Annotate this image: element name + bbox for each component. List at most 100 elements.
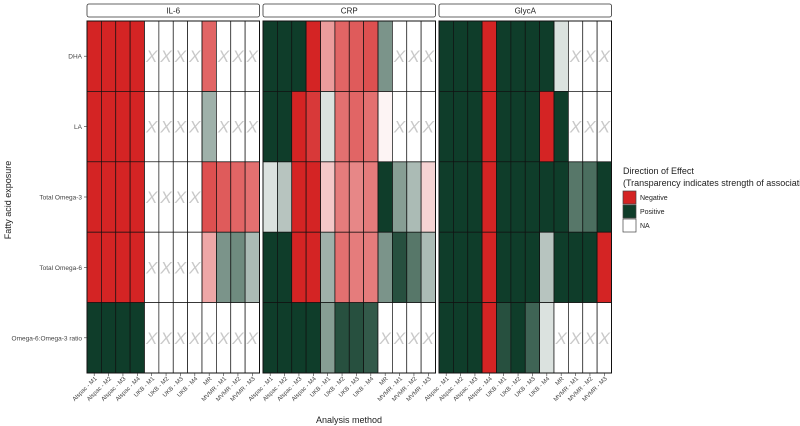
panel-border <box>262 20 436 374</box>
heatmap-cell-positive <box>392 231 408 303</box>
heatmap-cell-negative <box>101 231 117 303</box>
na-marker: X <box>159 47 172 66</box>
na-marker: X <box>174 258 187 277</box>
heatmap-cell-positive <box>305 302 321 374</box>
heatmap-cell-negative <box>291 161 307 233</box>
na-marker: X <box>231 329 244 348</box>
na-marker: X <box>246 47 259 66</box>
heatmap-cell-positive <box>467 91 483 163</box>
na-marker: X <box>174 329 187 348</box>
na-marker: X <box>174 188 187 207</box>
heatmap-cell-positive <box>262 20 278 92</box>
na-marker: X <box>188 118 201 137</box>
heatmap-cell-positive <box>262 231 278 303</box>
panel-strip <box>86 3 260 18</box>
heatmap-cell-negative <box>86 161 102 233</box>
heatmap-cell-negative <box>348 20 364 92</box>
na-marker: X <box>159 258 172 277</box>
na-marker: X <box>159 118 172 137</box>
heatmap-cell-positive <box>524 231 540 303</box>
heatmap-cell-negative <box>320 161 336 233</box>
y-tick-label: Omega-6:Omega-3 ratio <box>12 335 83 342</box>
na-marker: X <box>569 118 582 137</box>
heatmap-cell-negative <box>305 161 321 233</box>
heatmap-cell-positive <box>320 91 336 163</box>
heatmap-cell-negative <box>596 231 612 303</box>
na-marker: X <box>379 329 392 348</box>
na-marker: X <box>174 118 187 137</box>
heatmap-cell-negative <box>101 20 117 92</box>
heatmap-cell-positive <box>334 302 350 374</box>
legend: Direction of Effect (Transparency indica… <box>622 166 800 233</box>
legend-title-line1: Direction of Effect <box>623 166 694 176</box>
heatmap-cell-positive <box>277 91 293 163</box>
heatmap-cell-positive <box>524 91 540 163</box>
heatmap-cell-negative <box>320 20 336 92</box>
heatmap-cell-positive <box>438 91 454 163</box>
legend-swatch-na <box>622 218 637 233</box>
heatmap-cell-negative <box>101 91 117 163</box>
panel-title: CRP <box>341 7 358 16</box>
na-marker: X <box>159 329 172 348</box>
heatmap-cell-positive <box>348 302 364 374</box>
y-tick-label: DHA <box>68 54 82 61</box>
heatmap-cell-negative <box>363 91 379 163</box>
heatmap-cell-negative <box>481 161 497 233</box>
heatmap-cell-positive <box>277 20 293 92</box>
heatmap-cell-positive <box>510 231 526 303</box>
y-tick-label: Total Omega-6 <box>39 265 82 272</box>
heatmap-cell-positive <box>392 161 408 233</box>
heatmap-cell-negative <box>129 20 145 92</box>
heatmap-cell-positive <box>496 302 512 374</box>
na-marker: X <box>174 47 187 66</box>
na-marker: X <box>598 329 611 348</box>
na-marker: X <box>203 329 216 348</box>
heatmap-cell-negative <box>291 231 307 303</box>
heatmap-cell-negative <box>363 20 379 92</box>
na-marker: X <box>422 118 435 137</box>
na-marker: X <box>188 188 201 207</box>
heatmap-cell-positive <box>568 231 584 303</box>
na-marker: X <box>231 47 244 66</box>
panel-title: IL-6 <box>166 7 180 16</box>
heatmap-cell-negative <box>363 161 379 233</box>
heatmap-cell-positive <box>539 302 555 374</box>
heatmap-cell-negative <box>539 91 555 163</box>
heatmap-cell-positive <box>406 231 422 303</box>
heatmap-cell-negative <box>348 161 364 233</box>
na-marker: X <box>407 118 420 137</box>
heatmap-cell-positive <box>438 20 454 92</box>
heatmap-cell-negative <box>115 91 131 163</box>
heatmap-cell-positive <box>453 91 469 163</box>
heatmap-cell-negative <box>291 91 307 163</box>
heatmap-cell-positive <box>291 302 307 374</box>
heatmap-cell-positive <box>377 161 393 233</box>
x-axis-label: Analysis method <box>316 415 382 425</box>
heatmap-cell-positive <box>467 20 483 92</box>
heatmap-cell-positive <box>453 302 469 374</box>
na-marker: X <box>145 118 158 137</box>
heatmap-cell-negative <box>334 20 350 92</box>
na-marker: X <box>145 258 158 277</box>
heatmap-cell-positive <box>438 231 454 303</box>
heatmap-cell-positive <box>553 161 569 233</box>
na-marker: X <box>569 329 582 348</box>
heatmap-cell-positive <box>320 302 336 374</box>
legend-label-negative: Negative <box>640 195 668 202</box>
heatmap-cell-positive <box>230 231 246 303</box>
heatmap-cell-positive <box>510 302 526 374</box>
y-axis-label: Fatty acid exposure <box>3 161 13 240</box>
heatmap-cell-positive <box>453 231 469 303</box>
na-marker: X <box>583 329 596 348</box>
heatmap-cell-positive <box>277 161 293 233</box>
na-marker: X <box>231 118 244 137</box>
heatmap-cell-negative <box>129 91 145 163</box>
na-marker: X <box>569 47 582 66</box>
legend-title-line2: (Transparency indicates strength of asso… <box>623 178 800 188</box>
heatmap-cell-positive <box>377 231 393 303</box>
heatmap-cell-positive <box>553 20 569 92</box>
heatmap-cell-negative <box>115 231 131 303</box>
